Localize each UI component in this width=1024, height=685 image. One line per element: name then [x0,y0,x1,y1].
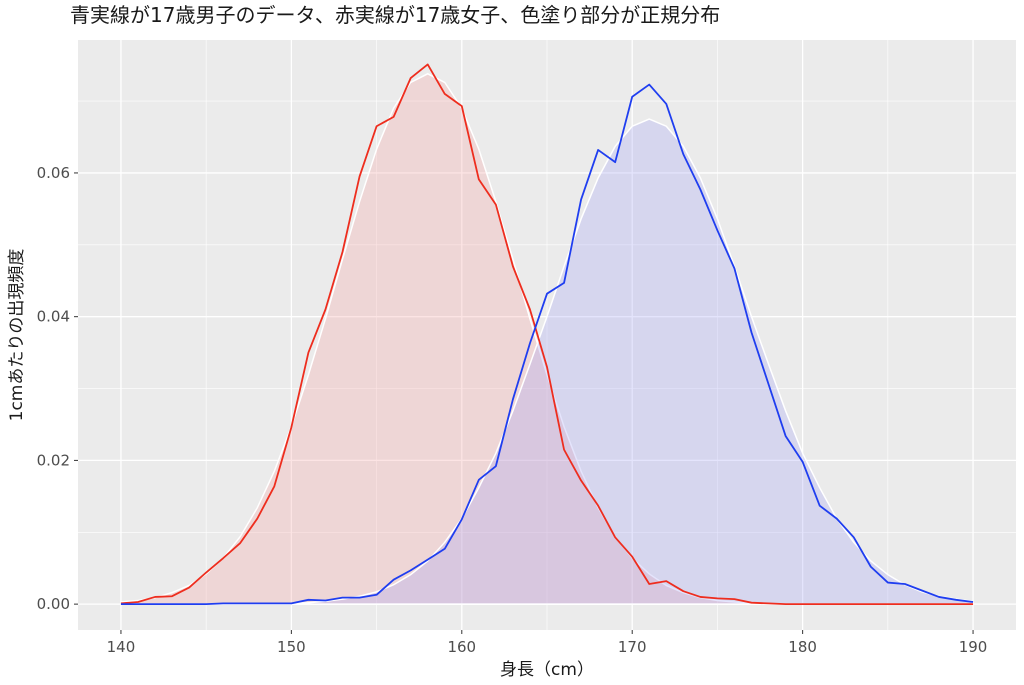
data-line [120,83,974,606]
x-tick-label: 160 [447,638,476,656]
y-axis-label: 1cmあたりの出現頻度 [7,249,27,422]
chart-title: 青実線が17歳男子のデータ、赤実線が17歳女子、色塗り部分が正規分布 [70,3,720,27]
y-tick-label: 0.00 [37,595,70,613]
x-tick-label: 140 [107,638,136,656]
x-tick-label: 170 [618,638,647,656]
data-line [120,63,974,606]
x-tick-label: 190 [959,638,988,656]
y-tick-label: 0.06 [37,164,70,182]
y-tick-label: 0.02 [37,451,70,469]
x-tick-label: 150 [277,638,306,656]
x-tick-label: 180 [788,638,817,656]
y-tick-label: 0.04 [37,308,70,326]
x-axis-label: 身長（cm） [500,660,594,680]
